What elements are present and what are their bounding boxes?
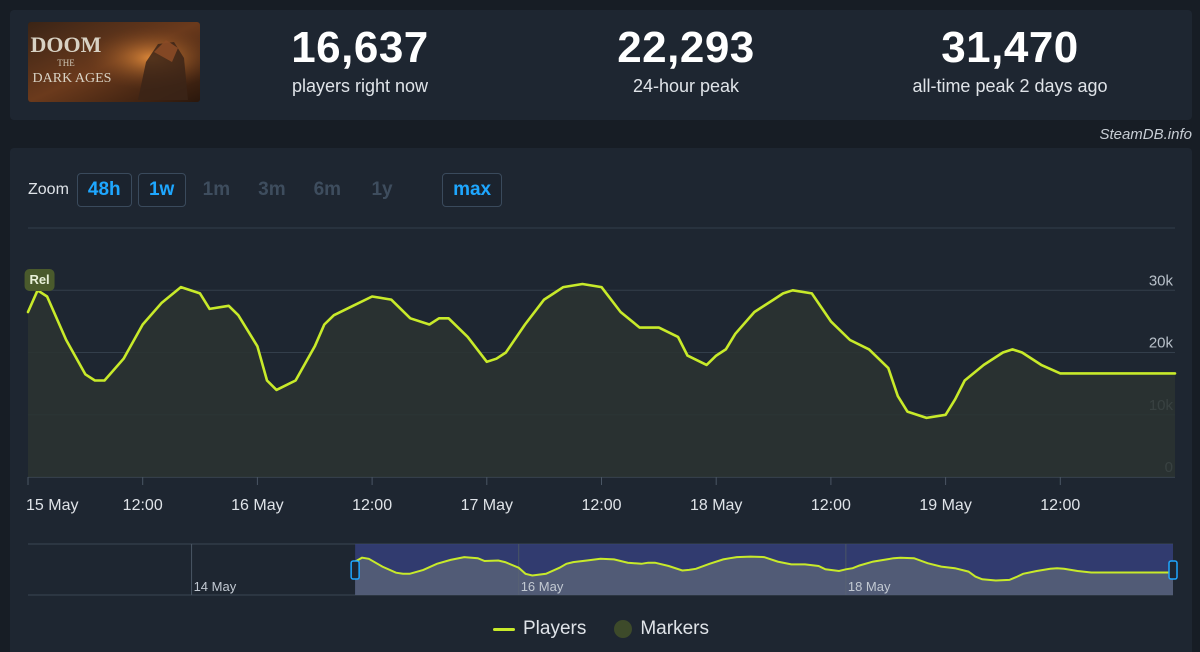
navigator-area xyxy=(355,556,1174,595)
navigator-label: 18 May xyxy=(848,579,891,594)
legend-markers[interactable]: Markers xyxy=(614,618,709,640)
zoom-1m-button: 1m xyxy=(202,179,231,200)
chart-panel: Zoom 48h 1w 1m 3m 6m 1y max 010k20k30k15… xyxy=(10,148,1192,652)
zoom-max-button[interactable]: max xyxy=(442,173,503,207)
zoom-label: Zoom xyxy=(28,181,69,198)
players-line xyxy=(26,282,1177,420)
x-tick-label: 12:00 xyxy=(1040,497,1080,514)
zoom-48h-button[interactable]: 48h xyxy=(76,173,132,207)
navigator-handle-right[interactable] xyxy=(1168,560,1178,580)
game-title-line2: THE xyxy=(57,58,75,68)
markers-dot-icon xyxy=(614,620,633,638)
all-time-peak-value: 31,470 xyxy=(941,23,1079,72)
navigator-label: 16 May xyxy=(521,579,564,594)
navigator-handle-left[interactable] xyxy=(350,560,360,580)
x-tick-label: 16 May xyxy=(231,497,283,514)
stat-24h-peak: 22,293 24-hour peak xyxy=(556,24,816,97)
y-tick-label: 30k xyxy=(1149,272,1174,289)
chart-legend: Players Markers xyxy=(10,618,1192,640)
x-tick-label: 12:00 xyxy=(352,497,392,514)
players-area xyxy=(28,284,1175,477)
game-cover-art: DOOM THE DARK AGES xyxy=(28,22,200,102)
stats-bar: DOOM THE DARK AGES 16,637 players right … xyxy=(10,10,1192,120)
all-time-peak-label: all-time peak 2 days ago xyxy=(912,76,1108,96)
game-title-line1: DOOM xyxy=(31,32,102,57)
x-tick-label: 17 May xyxy=(461,497,513,514)
legend-markers-label: Markers xyxy=(640,618,709,639)
peak-24h-value: 22,293 xyxy=(617,23,755,72)
current-players-value: 16,637 xyxy=(291,23,429,72)
steamdb-credit[interactable]: SteamDB.info xyxy=(1099,126,1192,143)
zoom-1y-button: 1y xyxy=(371,179,393,200)
zoom-3m-button: 3m xyxy=(258,179,286,200)
stat-current-players: 16,637 players right now xyxy=(230,24,490,97)
release-marker-label: Rel xyxy=(29,272,49,287)
x-tick-label: 12:00 xyxy=(811,497,851,514)
release-marker xyxy=(24,269,55,291)
navigator-label: 14 May xyxy=(194,579,237,594)
players-line-icon xyxy=(493,627,515,631)
zoom-6m-button: 6m xyxy=(313,179,342,200)
zoom-1w-button[interactable]: 1w xyxy=(137,173,186,207)
current-players-label: players right now xyxy=(291,76,429,96)
x-tick-label: 18 May xyxy=(690,497,742,514)
x-tick-label: 12:00 xyxy=(123,497,163,514)
peak-24h-label: 24-hour peak xyxy=(632,76,740,96)
zoom-controls: Zoom 48h 1w 1m 3m 6m 1y max xyxy=(28,172,508,208)
legend-players[interactable]: Players xyxy=(493,618,586,640)
x-tick-label: 19 May xyxy=(919,497,971,514)
stat-all-time-peak: 31,470 all-time peak 2 days ago xyxy=(880,24,1140,97)
game-title-line3: DARK AGES xyxy=(33,71,112,86)
game-thumbnail[interactable]: DOOM THE DARK AGES xyxy=(28,22,200,102)
legend-players-label: Players xyxy=(523,618,587,639)
x-tick-label: 15 May xyxy=(26,497,78,514)
y-tick-label: 20k xyxy=(1149,335,1174,352)
x-tick-label: 12:00 xyxy=(581,497,621,514)
navigator-line xyxy=(354,555,1173,582)
